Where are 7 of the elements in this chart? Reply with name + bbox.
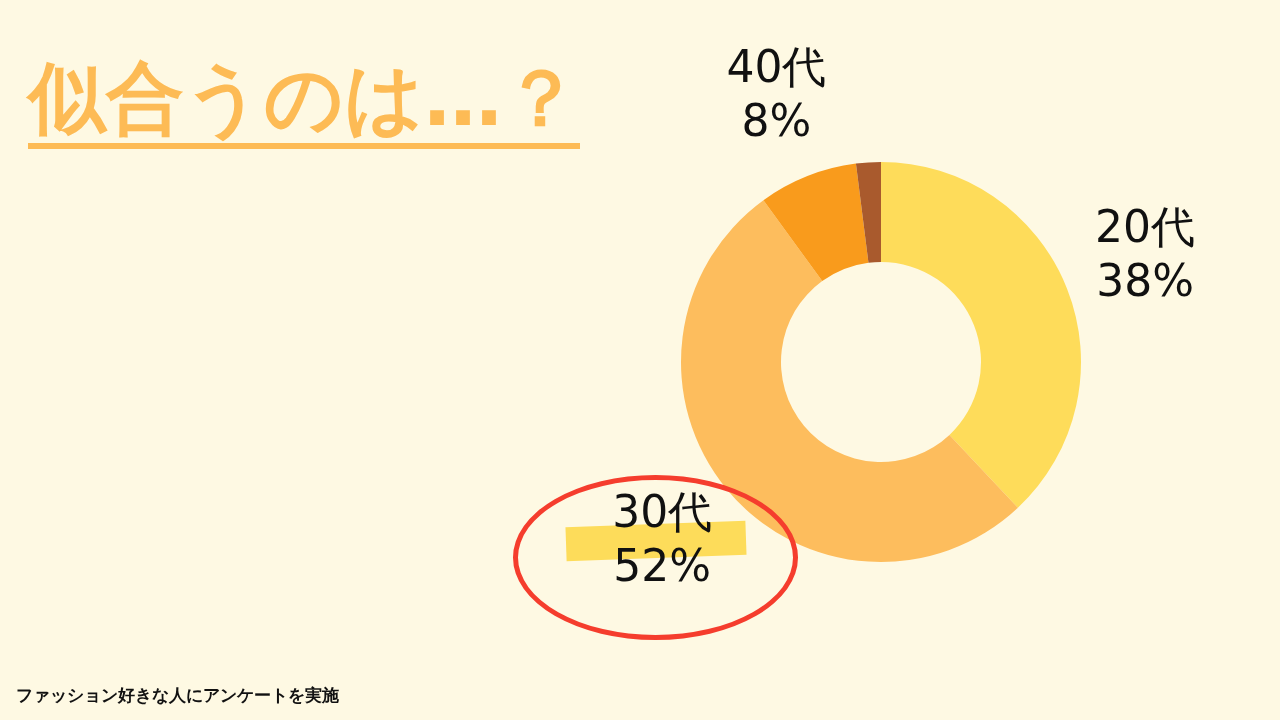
text: ファッション好きな人にアンケートを実施 <box>16 684 339 707</box>
slice-label: 20代 <box>1095 200 1196 252</box>
chart-title: 似合うのは…？ <box>28 53 580 149</box>
data-label: 38% <box>1096 254 1194 306</box>
data-label: 8% <box>741 95 812 147</box>
data-label: 52% <box>613 540 712 592</box>
slice-label: 40代 <box>726 41 827 93</box>
